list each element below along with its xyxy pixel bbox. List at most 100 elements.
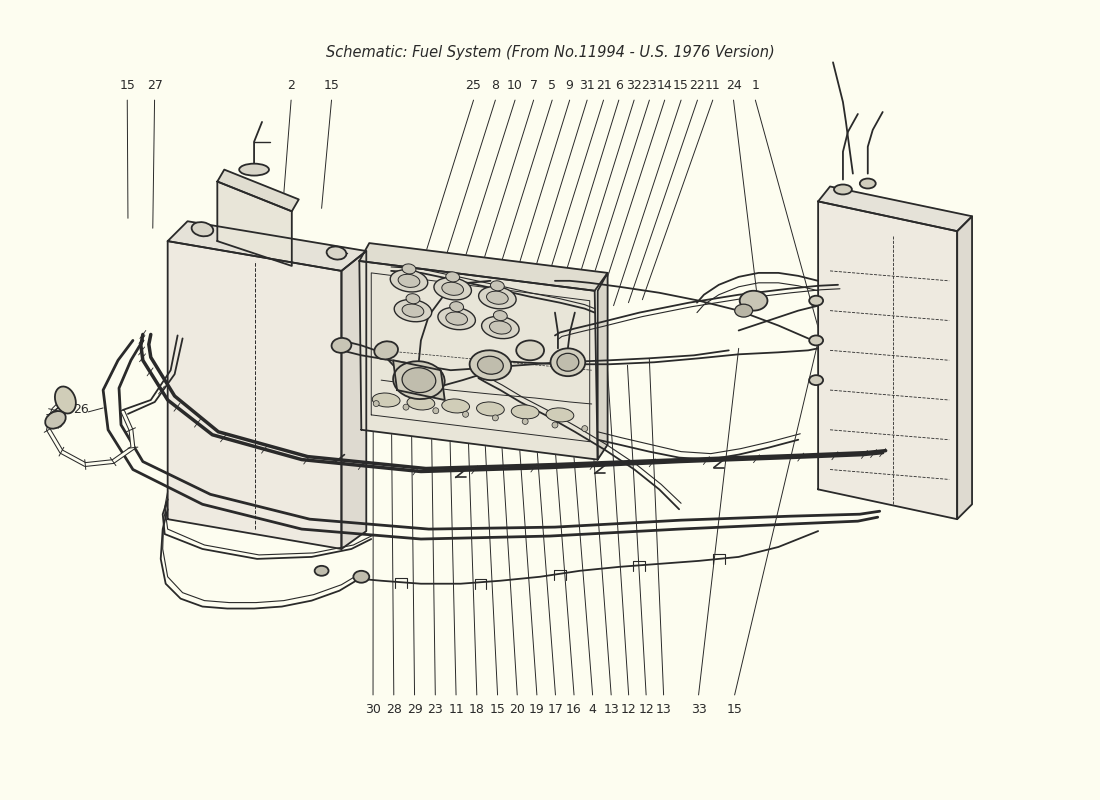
Circle shape [403,404,409,410]
Text: 32: 32 [626,79,642,92]
Text: 19: 19 [529,703,544,716]
Ellipse shape [550,348,585,376]
Circle shape [582,426,587,431]
Text: 18: 18 [469,703,485,716]
Ellipse shape [557,354,579,371]
Text: 12: 12 [638,703,654,716]
Text: 11: 11 [705,79,720,92]
Text: 9: 9 [565,79,573,92]
Text: 28: 28 [386,703,402,716]
Text: 15: 15 [727,703,742,716]
Text: 11: 11 [448,703,464,716]
Ellipse shape [393,362,444,399]
Ellipse shape [478,286,516,309]
Ellipse shape [735,304,752,317]
Ellipse shape [470,350,512,380]
Ellipse shape [403,264,416,274]
Ellipse shape [390,270,428,292]
Polygon shape [393,360,444,400]
Ellipse shape [45,411,66,429]
Ellipse shape [739,290,768,310]
Text: 23: 23 [428,703,443,716]
Polygon shape [341,251,366,549]
Ellipse shape [374,342,398,359]
Ellipse shape [331,338,351,353]
Circle shape [373,401,380,406]
Polygon shape [167,222,366,271]
Text: 17: 17 [548,703,563,716]
Ellipse shape [546,408,574,422]
Ellipse shape [191,222,213,236]
Text: 15: 15 [323,79,340,92]
Ellipse shape [372,393,400,407]
Text: 2: 2 [287,79,295,92]
Ellipse shape [810,296,823,306]
Text: 8: 8 [492,79,499,92]
Polygon shape [957,216,972,519]
Ellipse shape [446,312,468,325]
Ellipse shape [55,386,76,414]
Ellipse shape [810,335,823,346]
Ellipse shape [442,282,463,295]
Ellipse shape [494,310,507,321]
Ellipse shape [450,302,463,312]
Text: 4: 4 [588,703,596,716]
Text: 10: 10 [507,79,522,92]
Ellipse shape [477,356,504,374]
Text: 20: 20 [509,703,525,716]
Ellipse shape [486,291,508,304]
Text: 13: 13 [603,703,619,716]
Ellipse shape [490,321,512,334]
Circle shape [432,408,439,414]
Ellipse shape [403,304,424,317]
Ellipse shape [315,566,329,576]
Ellipse shape [442,399,470,413]
Ellipse shape [407,396,434,410]
Text: 22: 22 [690,79,705,92]
Polygon shape [818,186,972,231]
Text: 14: 14 [657,79,672,92]
Text: 31: 31 [580,79,595,92]
Polygon shape [360,261,597,459]
Text: 12: 12 [620,703,637,716]
Ellipse shape [860,178,876,189]
Polygon shape [360,243,607,290]
Ellipse shape [810,375,823,385]
Text: 26: 26 [74,403,89,417]
Circle shape [463,411,469,418]
Text: 15: 15 [119,79,135,92]
Polygon shape [167,241,341,549]
Ellipse shape [433,278,472,300]
Text: 7: 7 [529,79,538,92]
Text: 5: 5 [548,79,557,92]
Text: 23: 23 [641,79,658,92]
Ellipse shape [446,272,460,282]
Ellipse shape [406,294,420,304]
Ellipse shape [491,281,504,291]
Text: 15: 15 [673,79,689,92]
Polygon shape [218,170,299,211]
Circle shape [522,418,528,425]
Ellipse shape [476,402,504,416]
Text: 15: 15 [490,703,506,716]
Text: 13: 13 [656,703,671,716]
Text: 3: 3 [45,414,53,426]
Text: 33: 33 [691,703,706,716]
Ellipse shape [394,299,431,322]
Circle shape [493,415,498,421]
Ellipse shape [353,571,370,582]
Text: 24: 24 [726,79,741,92]
Ellipse shape [239,164,270,175]
Text: 25: 25 [465,79,482,92]
Text: 16: 16 [566,703,582,716]
Ellipse shape [327,246,346,259]
Text: 30: 30 [365,703,381,716]
Ellipse shape [403,368,436,393]
Text: 1: 1 [751,79,759,92]
Polygon shape [597,273,607,459]
Text: 6: 6 [615,79,623,92]
Circle shape [552,422,558,428]
Ellipse shape [834,185,851,194]
Text: 21: 21 [596,79,612,92]
Ellipse shape [512,405,539,419]
